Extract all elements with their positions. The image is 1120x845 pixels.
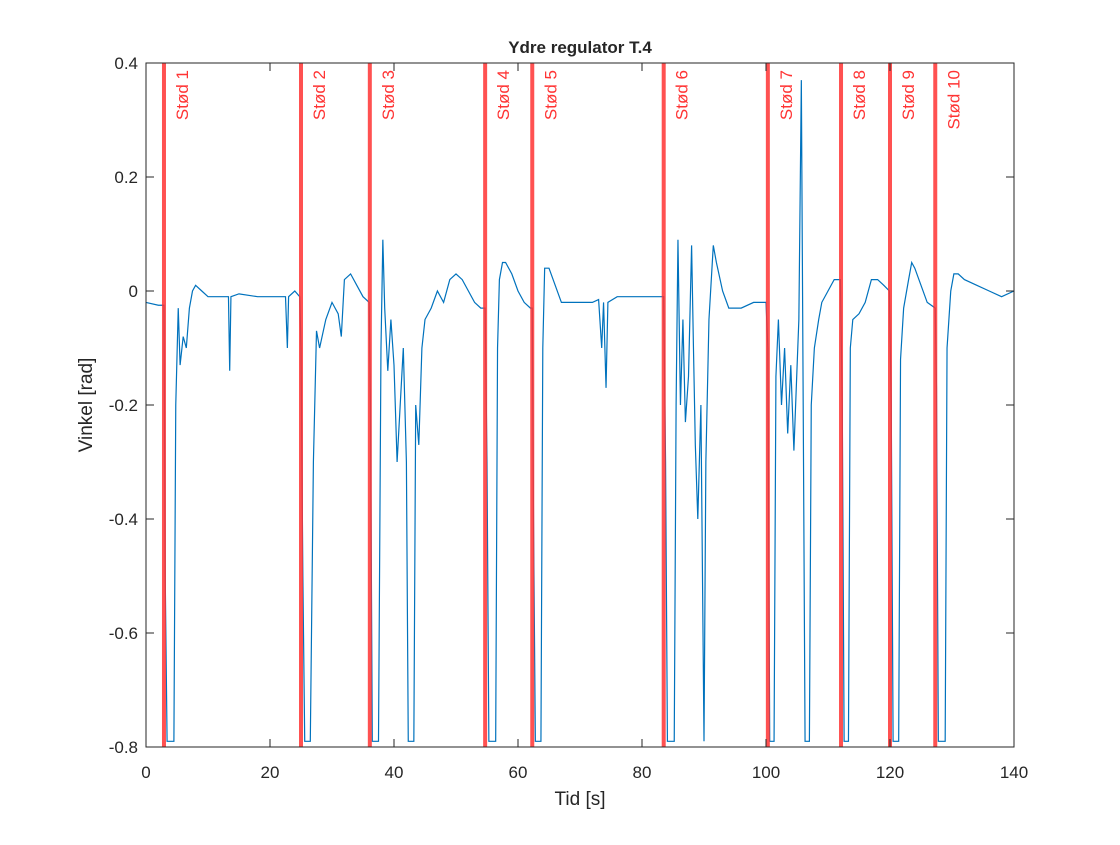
y-tick-label: -0.4 (109, 510, 138, 529)
plot-area (145, 63, 1015, 747)
event-label: Stød 10 (944, 70, 963, 130)
y-tick-label: -0.8 (109, 738, 138, 757)
x-axis-label: Tid [s] (554, 789, 605, 810)
event-label: Stød 7 (777, 70, 796, 120)
event-label: Stød 2 (310, 70, 329, 120)
x-tick-label: 60 (509, 763, 528, 782)
event-label: Stød 6 (673, 70, 692, 120)
y-tick-label: -0.2 (109, 396, 138, 415)
y-tick-label: 0.4 (114, 54, 138, 73)
event-label: Stød 9 (899, 70, 918, 120)
y-tick-label: 0.2 (114, 168, 138, 187)
chart-title: Ydre regulator T.4 (508, 38, 652, 57)
y-tick-label: 0 (129, 282, 138, 301)
x-tick-label: 120 (876, 763, 904, 782)
x-tick-label: 100 (752, 763, 780, 782)
event-label: Stød 8 (850, 70, 869, 120)
y-tick-label: -0.6 (109, 624, 138, 643)
y-axis-label: Vinkel [rad] (76, 358, 97, 453)
data-line (145, 80, 1015, 742)
x-tick-label: 80 (633, 763, 652, 782)
event-label: Stød 5 (541, 70, 560, 120)
event-label: Stød 3 (379, 70, 398, 120)
event-label: Stød 1 (173, 70, 192, 120)
x-tick-label: 40 (385, 763, 404, 782)
x-tick-label: 140 (1000, 763, 1028, 782)
x-tick-label: 20 (261, 763, 280, 782)
event-label: Stød 4 (494, 70, 513, 120)
x-tick-label: 0 (141, 763, 150, 782)
